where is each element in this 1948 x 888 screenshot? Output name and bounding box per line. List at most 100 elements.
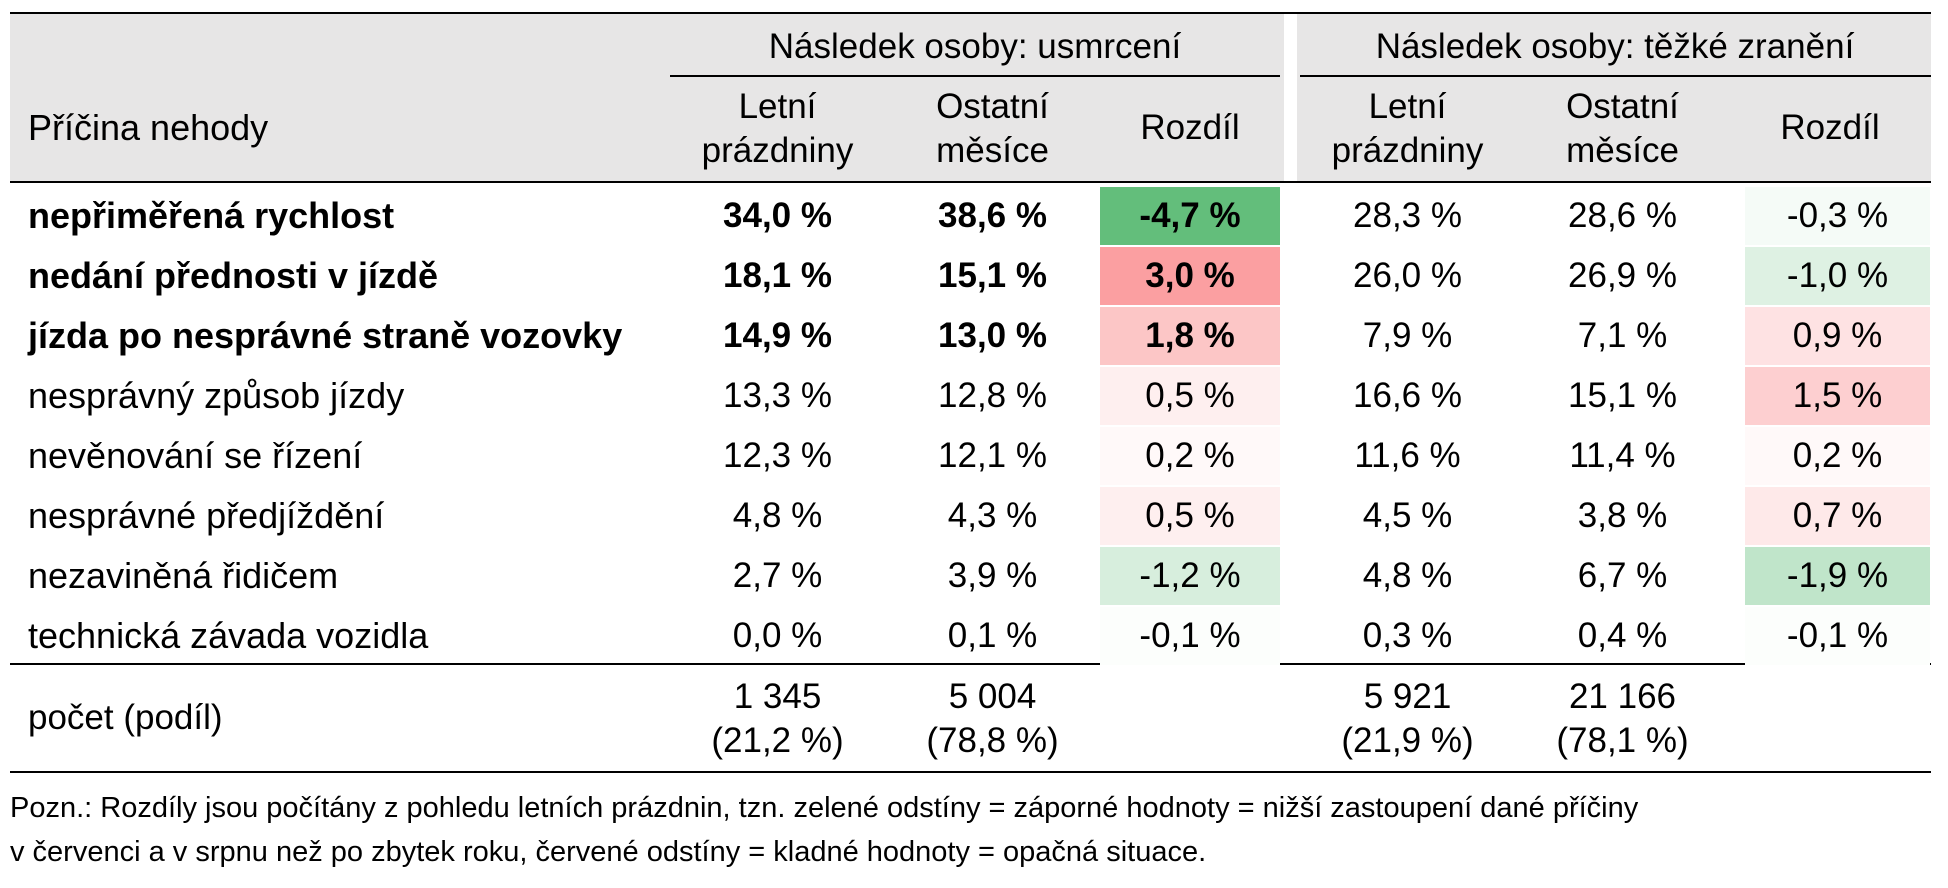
row-serious-other: 7,1 % <box>1577 316 1668 355</box>
row-serious-other: 6,7 % <box>1577 556 1668 595</box>
header-bottom-rule <box>10 181 1931 183</box>
heat-cell-bg <box>1745 607 1930 665</box>
row-serious-summer: 0,3 % <box>1362 616 1453 655</box>
row-fatal-summer: 4,8 % <box>732 496 823 535</box>
row-fatal-summer: 0,0 % <box>732 616 823 655</box>
row-serious-other: 11,4 % <box>1569 436 1676 475</box>
row-cause: jízda po nesprávné straně vozovky <box>28 315 623 356</box>
count-fatal-summer: 1 345 (21,2 %) <box>670 672 885 766</box>
row-serious-diff: 1,5 % <box>1792 376 1883 415</box>
count-serious-other-share: (78,1 %) <box>1556 721 1689 760</box>
row-serious-diff: 0,2 % <box>1792 436 1883 475</box>
row-fatal-other: 12,8 % <box>938 376 1047 415</box>
col-header-fatal-summer-l1: Letní <box>738 87 817 126</box>
row-fatal-diff: -0,1 % <box>1139 616 1241 655</box>
row-serious-other: 15,1 % <box>1568 376 1677 415</box>
count-fatal-summer-share: (21,2 %) <box>711 721 844 760</box>
row-cause: nepřiměřená rychlost <box>28 195 395 236</box>
row-fatal-summer: 13,3 % <box>723 376 832 415</box>
heat-cell-bg <box>1100 187 1280 245</box>
col-header-serious-other-l1: Ostatní <box>1566 87 1679 126</box>
footnote-line-2: v červenci a v srpnu než po zbytek roku,… <box>10 836 1207 868</box>
header-background <box>10 13 1931 181</box>
col-header-serious-summer-l2: prázdniny <box>1331 131 1484 170</box>
row-fatal-diff: 0,5 % <box>1145 376 1235 415</box>
col-header-serious-summer-l1: Letní <box>1368 87 1447 126</box>
row-fatal-summer: 2,7 % <box>732 556 823 595</box>
row-fatal-diff: 3,0 % <box>1145 256 1235 295</box>
row-cause: nesprávné předjíždění <box>28 495 385 536</box>
footnote-line-1: Pozn.: Rozdíly jsou počítány z pohledu l… <box>10 792 1639 824</box>
row-fatal-diff: 1,8 % <box>1145 316 1235 355</box>
row-fatal-other: 13,0 % <box>938 316 1047 355</box>
group-header-fatal: Následek osoby: usmrcení <box>768 27 1182 66</box>
row-serious-diff: -1,9 % <box>1786 556 1889 595</box>
count-serious-summer: 5 921 (21,9 %) <box>1300 672 1515 766</box>
top-rule <box>10 12 1931 14</box>
col-header-cause: Příčina nehody <box>28 107 269 148</box>
col-header-fatal-diff: Rozdíl <box>1140 108 1240 147</box>
heat-cell-bg <box>1745 547 1930 605</box>
heat-cell-bg <box>1100 247 1280 305</box>
count-serious-summer-share: (21,9 %) <box>1341 721 1474 760</box>
heat-cell-bg <box>1100 307 1280 365</box>
count-serious-other-value: 21 166 <box>1568 677 1677 716</box>
row-serious-diff: 0,9 % <box>1792 316 1883 355</box>
row-fatal-diff: -4,7 % <box>1139 196 1241 235</box>
row-serious-summer: 26,0 % <box>1353 256 1462 295</box>
row-fatal-summer: 12,3 % <box>723 436 832 475</box>
row-fatal-other: 4,3 % <box>947 496 1038 535</box>
count-fatal-other-value: 5 004 <box>948 677 1037 716</box>
row-fatal-other: 0,1 % <box>947 616 1038 655</box>
col-header-fatal-summer-l2: prázdniny <box>701 131 854 170</box>
row-fatal-summer: 34,0 % <box>723 196 832 235</box>
row-fatal-diff: 0,5 % <box>1145 496 1235 535</box>
row-fatal-diff: 0,2 % <box>1145 436 1235 475</box>
col-header-fatal-other-l1: Ostatní <box>936 87 1049 126</box>
group-rule-fatal <box>670 75 1280 77</box>
col-header-serious-other-l2: měsíce <box>1566 131 1679 170</box>
row-fatal-other: 15,1 % <box>938 256 1047 295</box>
row-cause: nesprávný způsob jízdy <box>28 375 405 416</box>
row-fatal-other: 38,6 % <box>938 196 1047 235</box>
row-serious-summer: 4,8 % <box>1362 556 1453 595</box>
col-header-serious-diff: Rozdíl <box>1780 108 1880 147</box>
row-serious-summer: 11,6 % <box>1354 436 1461 475</box>
col-header-serious-other: Ostatní měsíce <box>1515 82 1730 176</box>
heat-cell-bg <box>1745 427 1930 485</box>
body-bottom-rule <box>10 663 1931 665</box>
heat-cell-bg <box>1100 487 1280 545</box>
row-cause: nevěnování se řízení <box>28 435 363 476</box>
row-serious-summer: 28,3 % <box>1353 196 1462 235</box>
col-header-serious-summer: Letní prázdniny <box>1300 82 1515 176</box>
group-header-serious: Následek osoby: těžké zranění <box>1375 27 1855 66</box>
row-fatal-other: 3,9 % <box>947 556 1038 595</box>
heat-cell-bg <box>1745 247 1930 305</box>
row-serious-other: 0,4 % <box>1577 616 1668 655</box>
row-serious-summer: 7,9 % <box>1362 316 1453 355</box>
row-cause: technická závada vozidla <box>28 615 429 656</box>
heat-cell-bg <box>1745 367 1930 425</box>
row-serious-other: 28,6 % <box>1568 196 1677 235</box>
row-serious-diff: -0,1 % <box>1786 616 1889 655</box>
heat-cell-bg <box>1100 427 1280 485</box>
heat-cell-bg <box>1100 607 1280 665</box>
row-fatal-summer: 18,1 % <box>723 256 832 295</box>
count-serious-summer-value: 5 921 <box>1363 677 1452 716</box>
heat-cell-bg <box>1745 487 1930 545</box>
heat-cell-bg <box>1745 307 1930 365</box>
count-fatal-other-share: (78,8 %) <box>926 721 1059 760</box>
heat-cell-bg <box>1100 367 1280 425</box>
group-rule-serious <box>1300 75 1931 77</box>
heat-cell-bg <box>1745 187 1930 245</box>
count-serious-other: 21 166 (78,1 %) <box>1515 672 1730 766</box>
col-header-fatal-other: Ostatní měsíce <box>885 82 1100 176</box>
row-fatal-summer: 14,9 % <box>723 316 832 355</box>
row-fatal-diff: -1,2 % <box>1139 556 1241 595</box>
count-fatal-summer-value: 1 345 <box>733 677 822 716</box>
row-serious-other: 3,8 % <box>1577 496 1668 535</box>
row-serious-diff: -0,3 % <box>1786 196 1889 235</box>
count-fatal-other: 5 004 (78,8 %) <box>885 672 1100 766</box>
row-serious-summer: 16,6 % <box>1353 376 1462 415</box>
